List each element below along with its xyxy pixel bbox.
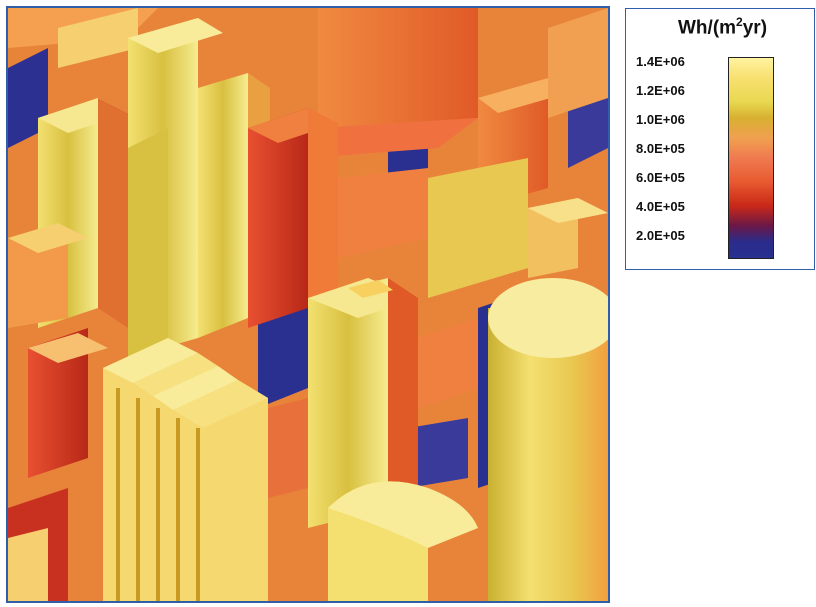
solar-irradiance-render (6, 6, 610, 603)
tick-label: 1.4E+06 (636, 54, 685, 69)
tick-label: 8.0E+05 (636, 141, 685, 156)
legend-unit-title: Wh/(m2yr) (678, 15, 768, 39)
tick-label: 1.0E+06 (636, 112, 685, 127)
colorbar-legend: Wh/(m2yr) 1.4E+06 1.2E+06 1.0E+06 8.0E+0… (625, 8, 815, 270)
colorbar-gradient (728, 57, 774, 259)
tick-label: 4.0E+05 (636, 199, 685, 214)
city-buildings-image (8, 8, 608, 601)
tick-label: 1.2E+06 (636, 83, 685, 98)
tick-label: 6.0E+05 (636, 170, 685, 185)
tick-label: 2.0E+05 (636, 228, 685, 243)
